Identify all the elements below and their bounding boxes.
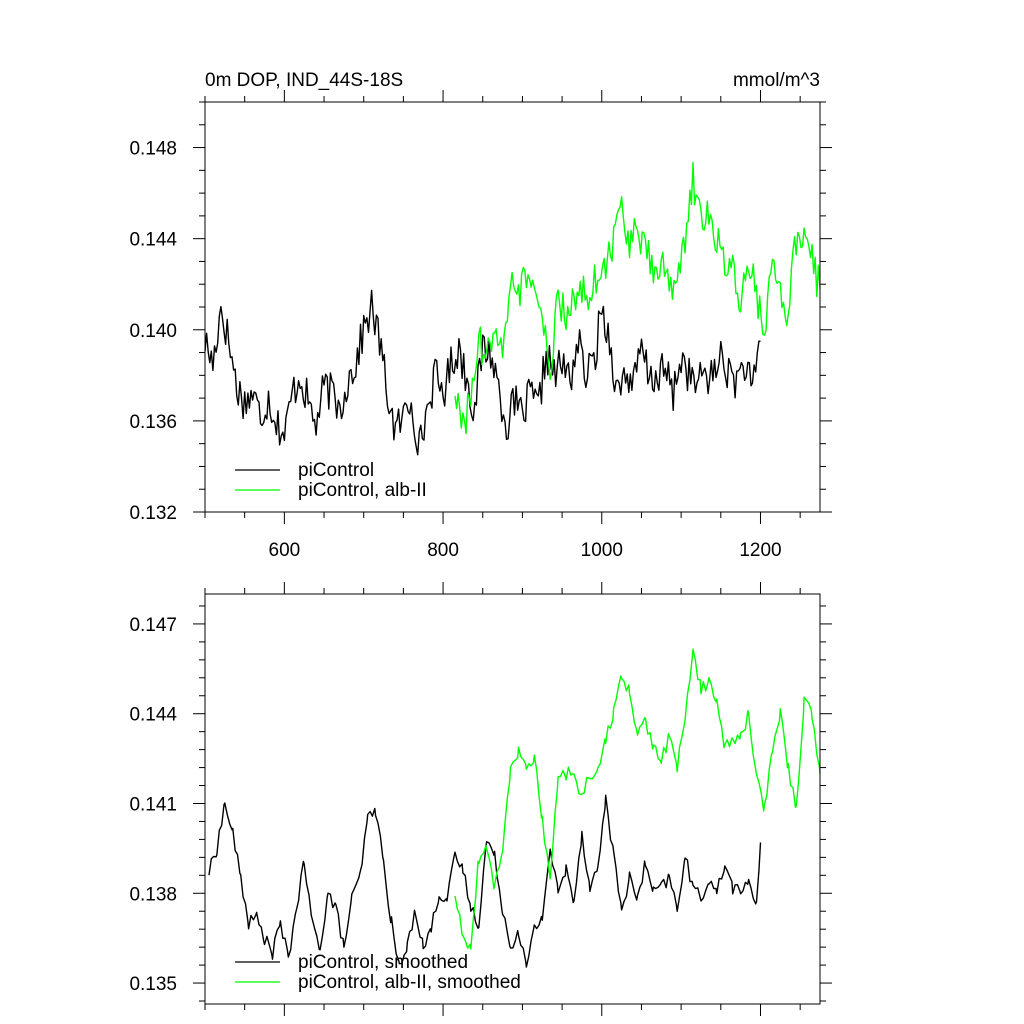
bottom-axes: 0.135 0.138 0.141 0.144 0.147 — [129, 582, 832, 1016]
legend-label-piControl: piControl — [298, 460, 374, 481]
plot-frame-bottom — [204, 593, 821, 1005]
x-tick-label-top-1200: 1200 — [739, 540, 781, 561]
y-tick-label-bottom-2: 0.141 — [129, 794, 177, 815]
series-line-top-piControl — [204, 289, 761, 456]
y-tick-label-top-4: 0.148 — [129, 139, 177, 160]
y-tick-label-bottom-1: 0.138 — [129, 884, 177, 905]
bottom-legend: piControl, smoothed piControl, alb-II, s… — [235, 952, 521, 993]
x-tick-label-top-600: 600 — [269, 540, 301, 561]
legend-label-piControl-smoothed: piControl, smoothed — [298, 952, 468, 973]
units-label: mmol/m^3 — [733, 70, 820, 91]
bottom-series-lines — [208, 648, 821, 968]
y-tick-label-bottom-0: 0.135 — [129, 974, 177, 995]
panel-top: 0m DOP, IND_44S-18S mmol/m^3 600 800 1000 1… — [129, 70, 832, 561]
series-line-bottom-alb-II — [454, 648, 821, 950]
top-axes: 600 800 1000 1200 0.132 0.136 0.140 0.144 0.148 — [129, 90, 832, 561]
panel-bottom: 0.135 0.138 0.141 0.144 0.147 piControl, smo… — [129, 582, 832, 1016]
y-tick-label-top-0: 0.132 — [129, 503, 177, 524]
y-tick-label-top-3: 0.144 — [129, 230, 177, 251]
top-series-lines — [204, 161, 821, 456]
top-legend: piControl piControl, alb-II — [235, 460, 427, 501]
chart-title: 0m DOP, IND_44S-18S — [205, 70, 403, 91]
series-line-top-alb-II — [454, 161, 821, 435]
y-tick-label-top-1: 0.136 — [129, 412, 177, 433]
legend-label-alb-II-smoothed: piControl, alb-II, smoothed — [298, 972, 521, 993]
x-tick-label-top-800: 800 — [427, 540, 459, 561]
y-tick-label-bottom-4: 0.147 — [129, 615, 177, 636]
y-tick-label-top-2: 0.140 — [129, 321, 177, 342]
x-tick-label-top-1000: 1000 — [581, 540, 623, 561]
legend-label-alb-II: piControl, alb-II — [298, 480, 427, 501]
y-tick-label-bottom-3: 0.144 — [129, 705, 177, 726]
